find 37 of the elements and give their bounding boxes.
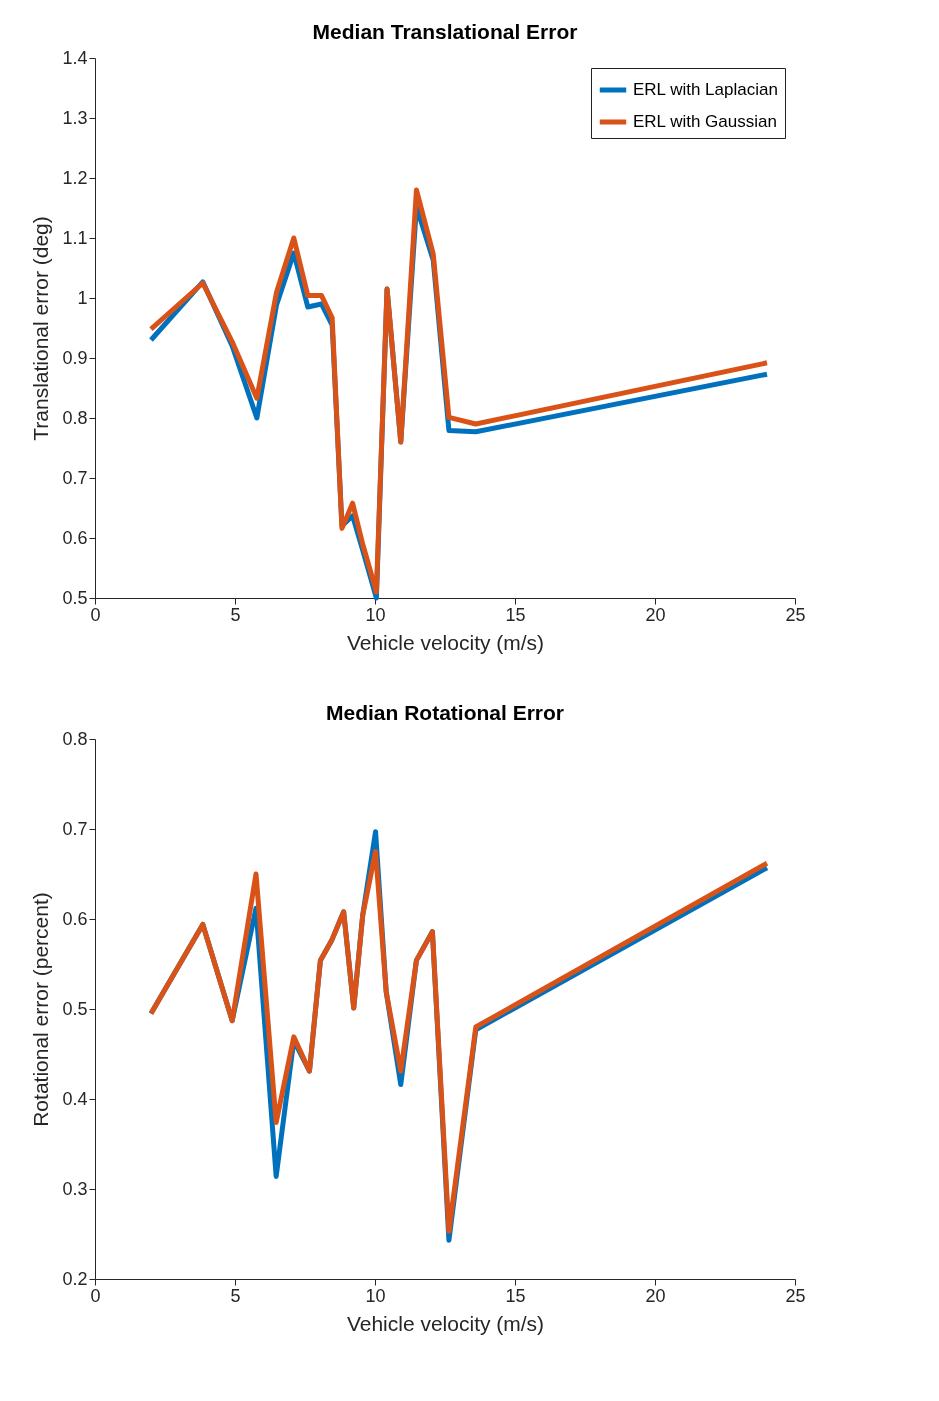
y-tick-label: 0.9 <box>62 347 88 368</box>
chart-title: Median Translational Error <box>312 20 578 43</box>
y-tick-label: 0.4 <box>62 1088 88 1109</box>
y-tick-label: 1.3 <box>62 107 88 128</box>
y-tick-label: 0.7 <box>62 818 88 839</box>
x-tick-label: 20 <box>645 604 666 625</box>
y-tick-label: 0.6 <box>62 908 88 929</box>
x-tick-label: 15 <box>505 1285 526 1306</box>
y-tick-label: 0.8 <box>62 407 88 428</box>
legend-label: ERL with Gaussian <box>633 112 777 131</box>
y-tick-label: 1.1 <box>62 227 88 248</box>
y-tick-label: 0.5 <box>62 587 88 608</box>
x-tick-label: 0 <box>90 604 101 625</box>
x-axis-title: Vehicle velocity (m/s) <box>346 1311 545 1335</box>
x-tick-label: 10 <box>365 1285 386 1306</box>
x-tick-label: 20 <box>645 1285 666 1306</box>
y-tick-label: 0.3 <box>62 1178 88 1199</box>
y-axis-title: Translational error (deg) <box>29 216 53 441</box>
y-axis-title: Rotational error (percent) <box>29 892 53 1127</box>
x-tick-label: 0 <box>90 1285 101 1306</box>
x-tick-label: 25 <box>785 1285 806 1306</box>
x-tick-label: 15 <box>505 604 526 625</box>
y-tick-label: 0.6 <box>62 527 88 548</box>
y-tick-label: 0.2 <box>62 1268 88 1289</box>
legend-label: ERL with Laplacian <box>633 80 778 99</box>
x-tick-label: 5 <box>230 1285 241 1306</box>
y-tick-label: 1.2 <box>62 167 88 188</box>
y-tick-label: 1 <box>77 287 88 308</box>
chart-title: Median Rotational Error <box>325 701 565 724</box>
x-axis-title: Vehicle velocity (m/s) <box>346 630 545 654</box>
x-tick-label: 10 <box>365 604 386 625</box>
y-tick-label: 0.5 <box>62 998 88 1019</box>
x-tick-label: 5 <box>230 604 241 625</box>
y-tick-label: 0.8 <box>62 728 88 749</box>
y-tick-label: 1.4 <box>62 47 88 68</box>
y-tick-label: 0.7 <box>62 467 88 488</box>
x-tick-label: 25 <box>785 604 806 625</box>
